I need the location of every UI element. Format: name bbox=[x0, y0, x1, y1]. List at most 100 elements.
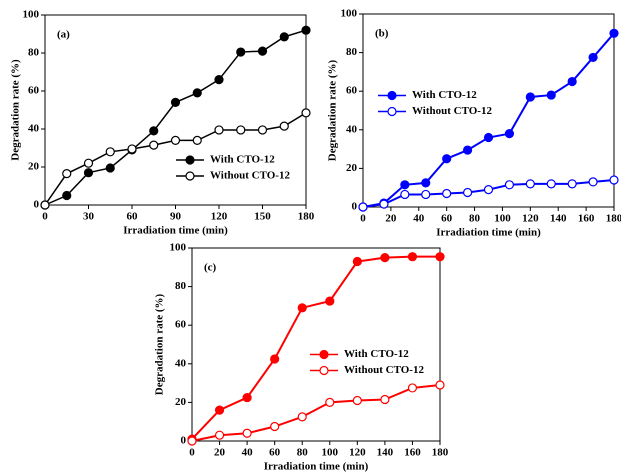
legend-marker bbox=[319, 349, 329, 360]
x-tick-label: 180 bbox=[606, 213, 621, 225]
y-tick-label: 60 bbox=[28, 85, 40, 97]
y-tick-label: 20 bbox=[346, 162, 358, 174]
data-point bbox=[297, 412, 307, 422]
y-tick-label: 100 bbox=[170, 242, 187, 254]
data-point bbox=[567, 179, 577, 189]
x-tick-label: 140 bbox=[377, 447, 394, 459]
x-tick-label: 40 bbox=[413, 213, 425, 225]
legend-label: With CTO-12 bbox=[344, 348, 409, 360]
x-tick-label: 40 bbox=[242, 447, 254, 459]
y-axis-label: Degradation rate (%) bbox=[154, 293, 166, 395]
x-tick-label: 140 bbox=[550, 213, 567, 225]
x-tick-label: 160 bbox=[578, 213, 595, 225]
series-line bbox=[191, 255, 440, 440]
y-tick-label: 40 bbox=[346, 123, 358, 135]
y-tick-label: 80 bbox=[28, 47, 40, 59]
legend-label: With CTO-12 bbox=[412, 89, 477, 101]
data-point bbox=[462, 187, 473, 198]
data-point bbox=[609, 175, 619, 185]
data-point bbox=[279, 32, 289, 42]
data-point bbox=[236, 125, 246, 135]
x-tick-label: 120 bbox=[211, 211, 228, 223]
x-tick-label: 0 bbox=[42, 211, 48, 223]
x-tick-label: 180 bbox=[298, 211, 315, 223]
data-point bbox=[421, 178, 431, 188]
data-point bbox=[442, 154, 452, 164]
data-point bbox=[546, 90, 556, 100]
data-point bbox=[525, 179, 535, 189]
x-tick-label: 160 bbox=[404, 447, 421, 459]
x-tick-label: 120 bbox=[349, 447, 366, 459]
data-point bbox=[297, 303, 307, 313]
x-tick-label: 0 bbox=[189, 447, 195, 459]
data-point bbox=[483, 132, 494, 143]
data-point bbox=[214, 430, 225, 440]
x-tick-label: 0 bbox=[360, 213, 366, 225]
legend-marker bbox=[319, 365, 329, 376]
data-point bbox=[257, 125, 268, 135]
data-point bbox=[407, 383, 418, 393]
data-point bbox=[301, 25, 311, 35]
data-point bbox=[504, 129, 515, 139]
data-point bbox=[214, 125, 224, 135]
data-point bbox=[525, 92, 535, 102]
legend-label: Without CTO-12 bbox=[210, 170, 290, 182]
data-point bbox=[567, 76, 577, 87]
data-point bbox=[301, 108, 311, 118]
data-point bbox=[483, 185, 494, 195]
y-tick-label: 100 bbox=[341, 8, 358, 20]
y-tick-label: 20 bbox=[28, 161, 40, 173]
data-point bbox=[62, 190, 72, 201]
panel-label: (c) bbox=[204, 262, 217, 274]
y-tick-label: 0 bbox=[34, 199, 40, 211]
x-tick-label: 100 bbox=[322, 447, 339, 459]
data-point bbox=[149, 126, 159, 136]
data-point bbox=[105, 163, 115, 173]
data-point bbox=[609, 28, 619, 38]
data-point bbox=[62, 169, 72, 179]
x-tick-label: 80 bbox=[469, 213, 481, 225]
x-tick-label: 20 bbox=[385, 213, 397, 225]
x-tick-label: 60 bbox=[127, 211, 139, 223]
data-point bbox=[242, 428, 252, 438]
data-point bbox=[192, 88, 202, 98]
data-point bbox=[127, 144, 137, 154]
data-point bbox=[421, 189, 431, 200]
data-point bbox=[352, 395, 362, 406]
data-point bbox=[407, 252, 418, 262]
data-point bbox=[435, 252, 445, 262]
data-point bbox=[379, 199, 389, 209]
data-point bbox=[435, 380, 445, 390]
data-point bbox=[214, 405, 225, 415]
y-tick-label: 60 bbox=[346, 85, 358, 97]
data-point bbox=[149, 140, 159, 150]
y-tick-label: 40 bbox=[175, 357, 187, 369]
legend-marker bbox=[387, 90, 397, 101]
data-point bbox=[358, 202, 368, 212]
data-point bbox=[187, 436, 197, 446]
y-axis-label: Degradation rate (%) bbox=[327, 59, 339, 161]
series-line bbox=[191, 384, 441, 442]
y-tick-label: 20 bbox=[175, 396, 187, 408]
x-tick-label: 120 bbox=[522, 213, 539, 225]
x-tick-label: 100 bbox=[494, 213, 511, 225]
legend-label: With CTO-12 bbox=[210, 154, 275, 166]
data-point bbox=[40, 200, 50, 210]
y-tick-label: 60 bbox=[175, 319, 187, 331]
data-point bbox=[270, 354, 280, 364]
data-point bbox=[462, 145, 473, 155]
data-point bbox=[105, 147, 115, 157]
data-point bbox=[170, 135, 181, 145]
x-tick-label: 60 bbox=[441, 213, 453, 225]
data-point bbox=[83, 158, 94, 168]
x-tick-label: 30 bbox=[83, 211, 95, 223]
data-point bbox=[588, 52, 598, 63]
data-point bbox=[400, 189, 410, 200]
data-point bbox=[400, 180, 410, 190]
plot-frame bbox=[362, 13, 615, 208]
x-tick-label: 180 bbox=[432, 447, 449, 459]
data-point bbox=[236, 47, 246, 57]
data-point bbox=[352, 256, 362, 267]
y-tick-label: 0 bbox=[181, 435, 187, 447]
